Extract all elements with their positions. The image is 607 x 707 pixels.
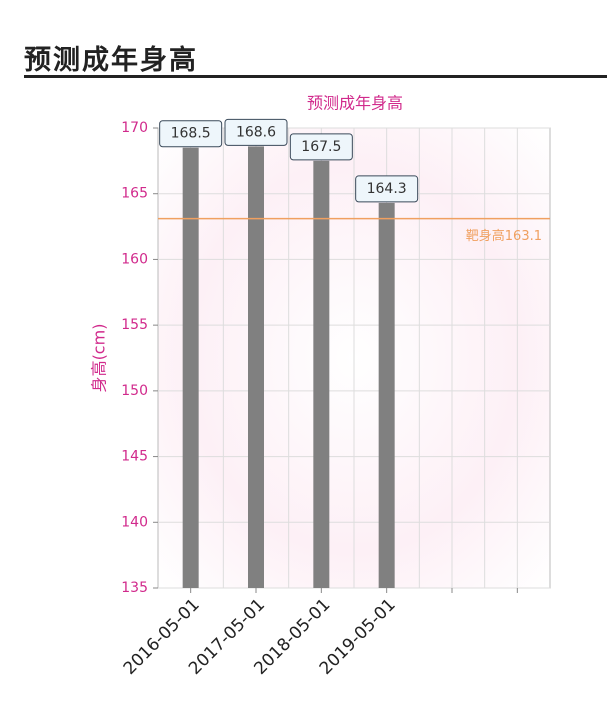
data-label: 168.6 [236,124,276,140]
data-label-box [224,118,288,146]
y-tick-label: 155 [121,317,148,333]
chart-title: 预测成年身高 [307,94,403,113]
data-label-box [355,175,419,203]
y-tick-label: 165 [121,186,148,202]
y-tick-label: 160 [121,251,148,267]
target-label: 靶身高163.1 [466,228,542,244]
data-label-box [289,133,353,161]
page-title: 预测成年身高 [24,45,198,76]
data-label: 164.3 [367,181,407,197]
data-label: 168.5 [171,126,211,142]
data-label-box [159,120,223,148]
bar [313,160,330,588]
y-tick-label: 150 [121,383,148,399]
y-tick-label: 135 [121,580,148,596]
y-tick-label: 145 [121,449,148,465]
y-tick-label: 140 [121,514,148,530]
bar [378,202,395,588]
y-axis-label: 身高(cm) [90,324,109,393]
title-underline [24,75,607,78]
y-tick-label: 170 [121,120,148,136]
data-label: 167.5 [301,139,341,155]
bar [182,147,199,588]
bar [248,146,264,588]
